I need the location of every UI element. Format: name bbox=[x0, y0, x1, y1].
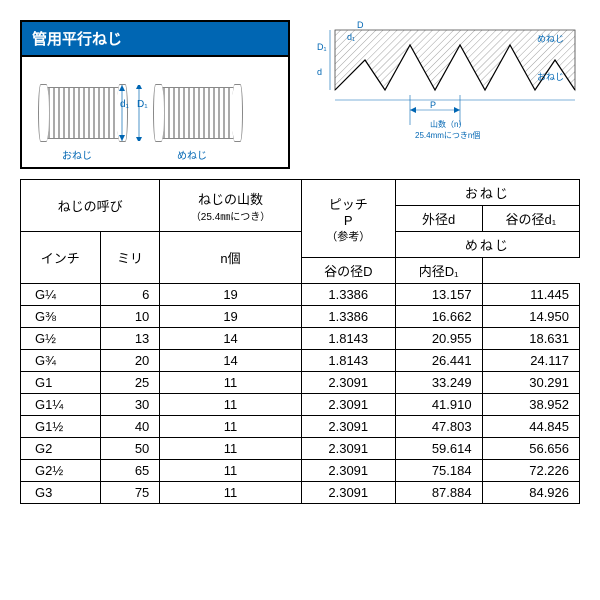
cell-od: 59.614 bbox=[395, 438, 482, 460]
cell-od: 47.803 bbox=[395, 416, 482, 438]
table-row: G⅜10191.338616.66214.950 bbox=[21, 306, 580, 328]
cell-mm: 13 bbox=[100, 328, 160, 350]
svg-text:d: d bbox=[317, 67, 322, 77]
cell-rd: 30.291 bbox=[482, 372, 579, 394]
cell-pitch: 2.3091 bbox=[301, 372, 395, 394]
th-inch: インチ bbox=[21, 232, 101, 284]
cell-od: 33.249 bbox=[395, 372, 482, 394]
svg-text:D₁: D₁ bbox=[317, 42, 327, 52]
cell-inch: G½ bbox=[21, 328, 101, 350]
cell-pitch: 2.3091 bbox=[301, 482, 395, 504]
table-row: G125112.309133.24930.291 bbox=[21, 372, 580, 394]
cell-n: 11 bbox=[160, 482, 302, 504]
table-row: G¾20141.814326.44124.117 bbox=[21, 350, 580, 372]
svg-text:D: D bbox=[357, 20, 364, 30]
th-threads: ねじの山数（25.4㎜につき） bbox=[160, 180, 302, 232]
cell-od: 20.955 bbox=[395, 328, 482, 350]
cell-mm: 40 bbox=[100, 416, 160, 438]
cell-inch: G⅜ bbox=[21, 306, 101, 328]
cell-pitch: 1.3386 bbox=[301, 284, 395, 306]
th-outer-d: 外径d bbox=[395, 206, 482, 232]
cell-inch: G¼ bbox=[21, 284, 101, 306]
cell-n: 14 bbox=[160, 328, 302, 350]
table-row: G1½40112.309147.80344.845 bbox=[21, 416, 580, 438]
cell-mm: 30 bbox=[100, 394, 160, 416]
cell-mm: 10 bbox=[100, 306, 160, 328]
cell-mm: 6 bbox=[100, 284, 160, 306]
cell-n: 11 bbox=[160, 372, 302, 394]
cell-mm: 25 bbox=[100, 372, 160, 394]
th-name: ねじの呼び bbox=[21, 180, 160, 232]
cell-rd: 84.926 bbox=[482, 482, 579, 504]
cell-od: 26.441 bbox=[395, 350, 482, 372]
cell-inch: G1 bbox=[21, 372, 101, 394]
th-pitch: ピッチP（参考） bbox=[301, 180, 395, 258]
thread-table: ねじの呼び ねじの山数（25.4㎜につき） ピッチP（参考） おねじ 外径d 谷… bbox=[20, 179, 580, 504]
label-male: おねじ bbox=[62, 147, 92, 162]
th-root-D: 谷の径D bbox=[301, 258, 395, 284]
per-note: 25.4mmにつきn個 bbox=[415, 130, 480, 140]
cell-rd: 18.631 bbox=[482, 328, 579, 350]
cell-pitch: 2.3091 bbox=[301, 460, 395, 482]
cell-od: 16.662 bbox=[395, 306, 482, 328]
table-row: G1¼30112.309141.91038.952 bbox=[21, 394, 580, 416]
th-root-d1: 谷の径d₁ bbox=[482, 206, 579, 232]
cell-mm: 50 bbox=[100, 438, 160, 460]
dim-P: P bbox=[430, 100, 436, 110]
th-male: おねじ bbox=[395, 180, 579, 206]
cell-n: 14 bbox=[160, 350, 302, 372]
table-row: G2½65112.309175.18472.226 bbox=[21, 460, 580, 482]
svg-text:d₁: d₁ bbox=[347, 32, 355, 42]
cell-pitch: 1.3386 bbox=[301, 306, 395, 328]
th-mm: ミリ bbox=[100, 232, 160, 284]
label-female: めねじ bbox=[177, 147, 207, 162]
threads-note: 山数（n） bbox=[430, 119, 466, 129]
cell-n: 11 bbox=[160, 394, 302, 416]
label-female-thread: めねじ bbox=[537, 34, 564, 44]
cell-od: 13.157 bbox=[395, 284, 482, 306]
cell-pitch: 2.3091 bbox=[301, 394, 395, 416]
cell-rd: 38.952 bbox=[482, 394, 579, 416]
cell-n: 11 bbox=[160, 438, 302, 460]
th-female: めねじ bbox=[395, 232, 579, 258]
cell-inch: G2½ bbox=[21, 460, 101, 482]
cell-od: 87.884 bbox=[395, 482, 482, 504]
cell-inch: G1¼ bbox=[21, 394, 101, 416]
page-title: 管用平行ねじ bbox=[20, 20, 290, 55]
cell-n: 11 bbox=[160, 416, 302, 438]
table-row: G250112.309159.61456.656 bbox=[21, 438, 580, 460]
table-row: G¼6191.338613.15711.445 bbox=[21, 284, 580, 306]
cell-pitch: 1.8143 bbox=[301, 350, 395, 372]
table-row: G½13141.814320.95518.631 bbox=[21, 328, 580, 350]
cell-rd: 24.117 bbox=[482, 350, 579, 372]
cell-rd: 72.226 bbox=[482, 460, 579, 482]
cell-mm: 20 bbox=[100, 350, 160, 372]
thread-profile-diagram: P 山数（n） 25.4mmにつきn個 めねじ おねじ D₁ d D d₁ bbox=[310, 20, 580, 140]
cell-inch: G2 bbox=[21, 438, 101, 460]
cell-pitch: 2.3091 bbox=[301, 416, 395, 438]
cell-rd: 14.950 bbox=[482, 306, 579, 328]
cell-pitch: 2.3091 bbox=[301, 438, 395, 460]
cell-rd: 44.845 bbox=[482, 416, 579, 438]
cell-pitch: 1.8143 bbox=[301, 328, 395, 350]
label-male-thread: おねじ bbox=[537, 72, 564, 82]
table-row: G375112.309187.88484.926 bbox=[21, 482, 580, 504]
cell-inch: G3 bbox=[21, 482, 101, 504]
cell-n: 11 bbox=[160, 460, 302, 482]
cell-rd: 11.445 bbox=[482, 284, 579, 306]
cell-od: 75.184 bbox=[395, 460, 482, 482]
th-inner-D1: 内径D₁ bbox=[395, 258, 482, 284]
cell-mm: 65 bbox=[100, 460, 160, 482]
cell-od: 41.910 bbox=[395, 394, 482, 416]
th-n: n個 bbox=[160, 232, 302, 284]
cell-inch: G¾ bbox=[21, 350, 101, 372]
cell-n: 19 bbox=[160, 306, 302, 328]
cell-mm: 75 bbox=[100, 482, 160, 504]
cell-n: 19 bbox=[160, 284, 302, 306]
cylinder-diagram: d₁ D₁ おねじ めねじ bbox=[20, 55, 290, 169]
cell-inch: G1½ bbox=[21, 416, 101, 438]
cell-rd: 56.656 bbox=[482, 438, 579, 460]
